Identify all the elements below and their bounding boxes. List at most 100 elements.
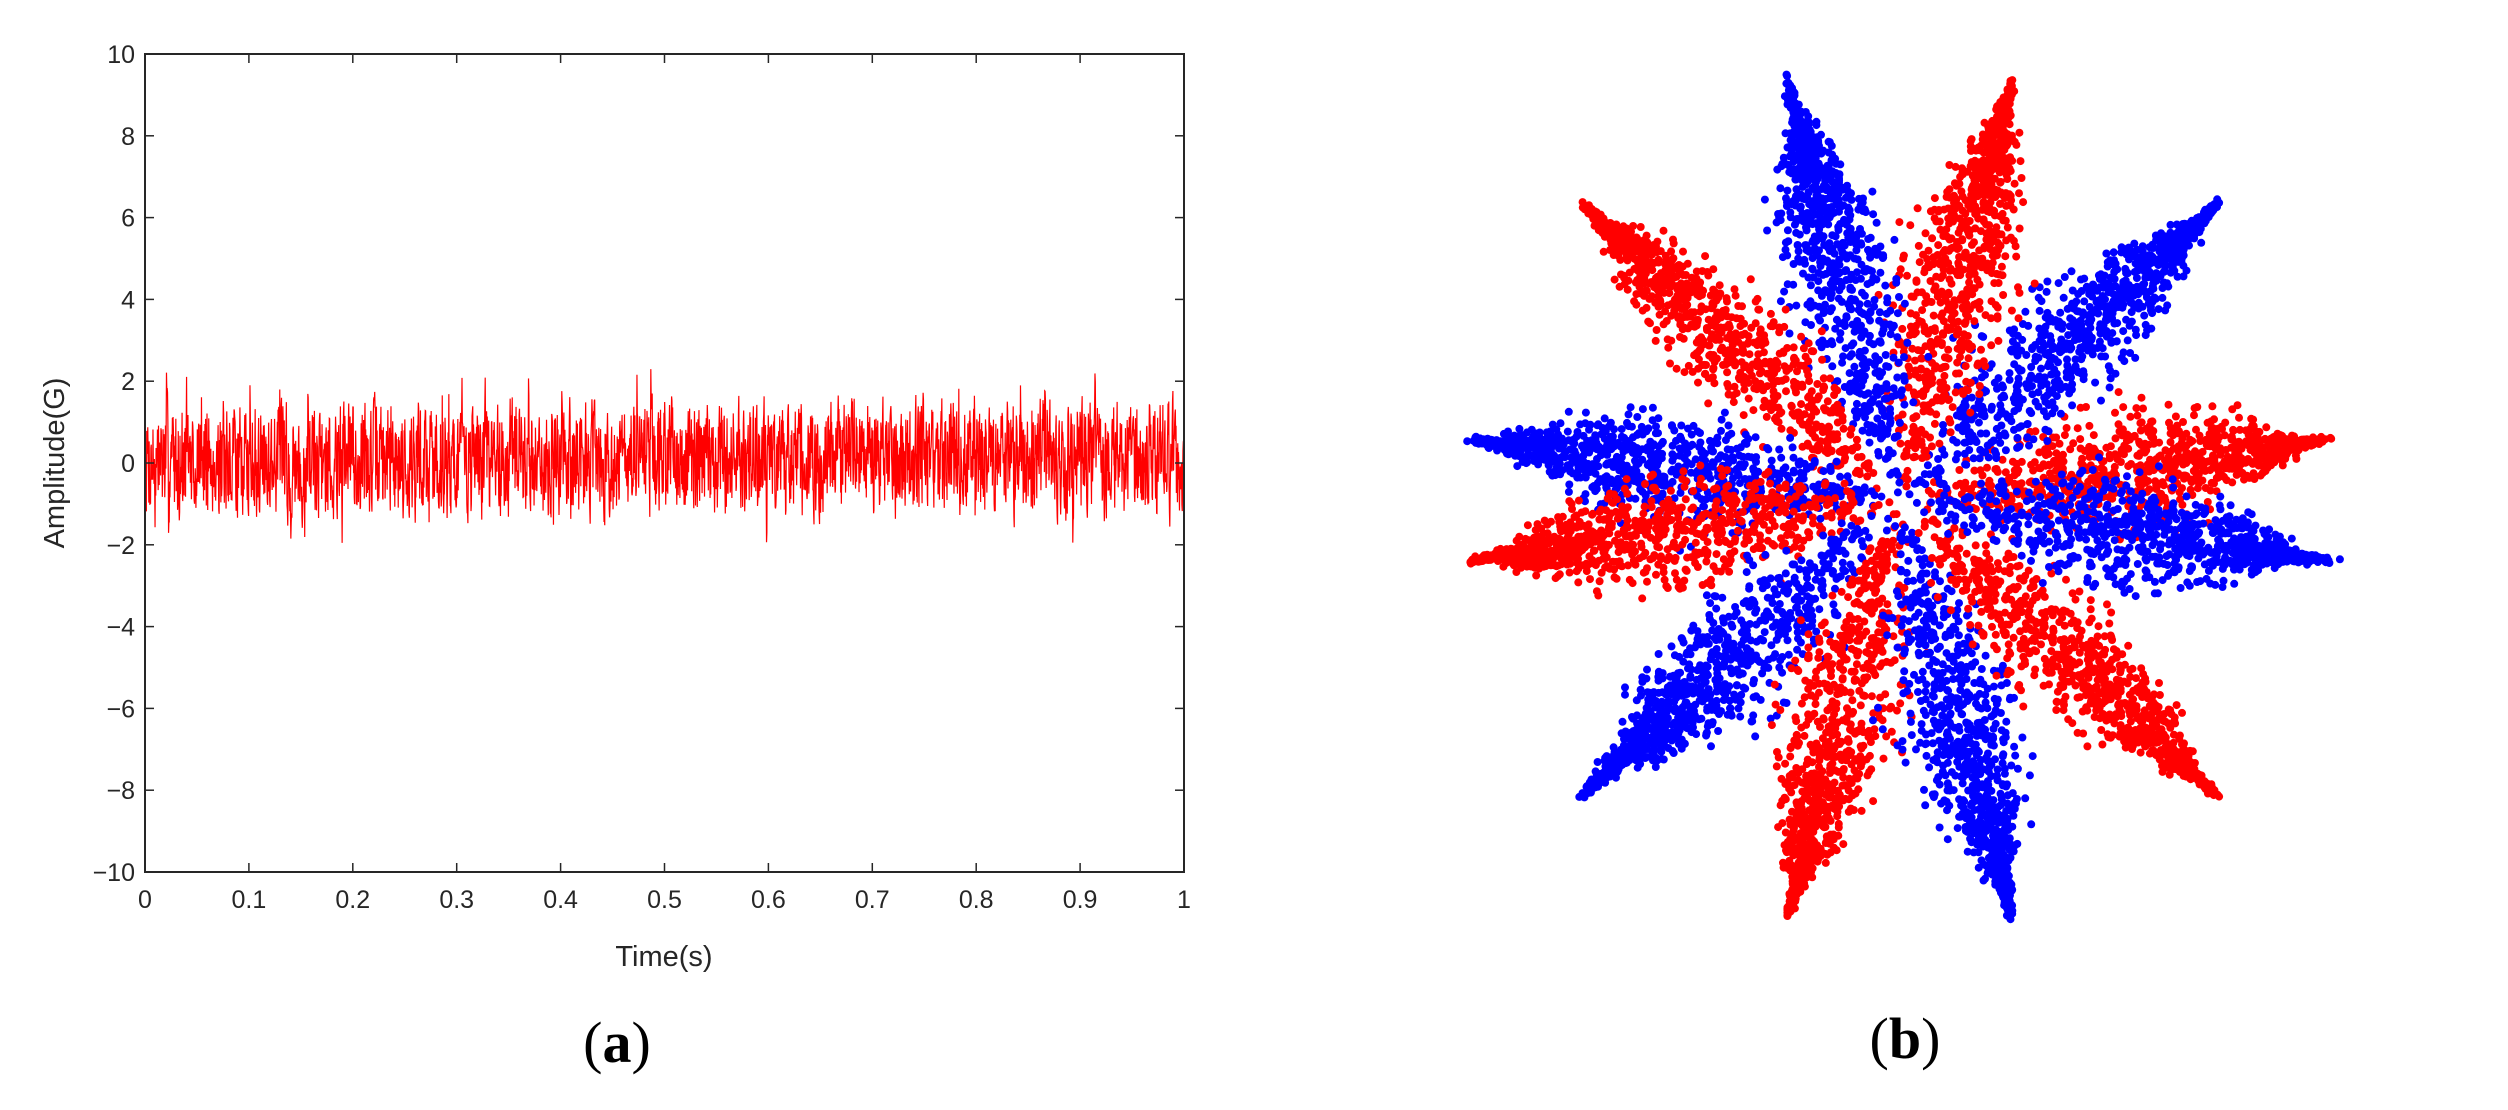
scatter-point bbox=[1826, 374, 1835, 383]
scatter-point bbox=[2273, 447, 2282, 456]
scatter-point bbox=[2034, 353, 2043, 362]
scatter-point bbox=[1722, 294, 1731, 303]
scatter-point bbox=[1897, 391, 1905, 400]
scatter-point bbox=[2080, 447, 2089, 455]
scatter-point bbox=[1902, 446, 1911, 455]
scatter-point bbox=[1804, 177, 1813, 185]
scatter-point bbox=[1814, 286, 1823, 295]
scatter-point bbox=[2125, 321, 2134, 330]
scatter-point bbox=[1599, 247, 1608, 256]
scatter-point bbox=[2014, 283, 2022, 292]
scatter-point bbox=[1664, 343, 1673, 352]
scatter-point bbox=[1781, 305, 1790, 314]
scatter-point bbox=[1666, 359, 1674, 368]
scatter-point bbox=[1683, 300, 1692, 309]
scatter-point bbox=[1663, 335, 1672, 344]
scatter-point bbox=[2220, 431, 2229, 440]
scatter-point bbox=[1939, 391, 1948, 400]
scatter-point bbox=[2144, 477, 2152, 485]
scatter-point bbox=[1787, 88, 1796, 97]
scatter-point bbox=[1997, 161, 2006, 169]
scatter-point bbox=[1712, 313, 1721, 322]
scatter-point bbox=[1996, 177, 2005, 186]
scatter-point bbox=[2098, 292, 2107, 300]
scatter-point bbox=[1821, 208, 1830, 217]
scatter-point bbox=[2162, 458, 2171, 467]
scatter-point bbox=[2077, 459, 2086, 468]
y-tick-label: 6 bbox=[121, 205, 135, 233]
scatter-point bbox=[1681, 271, 1690, 279]
scatter-point bbox=[1753, 341, 1762, 350]
scatter-point bbox=[2006, 497, 2015, 506]
scatter-point bbox=[1857, 452, 1866, 461]
scatter-point bbox=[2068, 380, 2077, 389]
scatter-point bbox=[1867, 421, 1875, 430]
scatter-point bbox=[2041, 425, 2050, 434]
scatter-point bbox=[2163, 248, 2171, 257]
scatter-point bbox=[2166, 220, 2175, 229]
scatter-point bbox=[2091, 478, 2100, 487]
scatter-point bbox=[1863, 472, 1872, 481]
scatter-point bbox=[2102, 443, 2111, 452]
scatter-point bbox=[1836, 472, 1845, 481]
scatter-point bbox=[2177, 438, 2186, 447]
scatter-point bbox=[1665, 289, 1674, 298]
scatter-point bbox=[1811, 433, 1820, 442]
scatter-point bbox=[2027, 371, 2036, 380]
scatter-point bbox=[2208, 454, 2217, 463]
scatter-point bbox=[2288, 431, 2296, 440]
scatter-point bbox=[1895, 418, 1904, 427]
x-tick-label: 0.8 bbox=[959, 886, 994, 914]
scatter-point bbox=[1865, 438, 1874, 447]
scatter-point bbox=[1960, 253, 1969, 262]
scatter-point bbox=[1886, 418, 1895, 427]
scatter-point bbox=[2044, 348, 2053, 357]
scatter-point bbox=[2180, 459, 2189, 467]
scatter-point bbox=[1858, 288, 1866, 297]
scatter-point bbox=[2054, 358, 2062, 367]
scatter-point bbox=[2142, 272, 2151, 281]
scatter-point bbox=[1623, 285, 1632, 294]
scatter-point bbox=[1990, 378, 1999, 387]
scatter-point bbox=[1999, 104, 2008, 113]
scatter-point bbox=[1694, 378, 1702, 387]
scatter-point bbox=[2007, 306, 2016, 315]
scatter-point bbox=[2030, 279, 2039, 288]
scatter-point bbox=[1679, 247, 1687, 256]
scatter-point bbox=[2088, 350, 2097, 359]
scatter-point bbox=[2055, 317, 2064, 326]
scatter-point bbox=[1695, 283, 1704, 292]
scatter-point bbox=[1994, 336, 2003, 345]
scatter-point bbox=[1981, 362, 1990, 371]
scatter-point bbox=[1896, 265, 1905, 274]
scatter-point bbox=[1962, 460, 1971, 469]
scatter-point bbox=[1819, 306, 1828, 315]
scatter-point bbox=[1801, 108, 1810, 116]
scatter-point bbox=[2005, 375, 2014, 384]
scatter-point bbox=[1986, 239, 1995, 248]
scatter-point bbox=[1952, 330, 1961, 339]
scatter-point bbox=[2183, 229, 2192, 238]
scatter-point bbox=[1739, 411, 1748, 420]
scatter-point bbox=[2117, 445, 2126, 454]
scatter-point bbox=[2245, 457, 2254, 466]
scatter-point bbox=[1920, 405, 1929, 414]
scatter-point bbox=[1999, 93, 2008, 102]
scatter-point bbox=[1724, 421, 1733, 430]
scatter-point bbox=[1629, 222, 1638, 230]
scatter-point bbox=[2126, 412, 2135, 421]
scatter-point bbox=[1977, 162, 1986, 171]
scatter-point bbox=[1864, 245, 1872, 254]
scatter-point bbox=[1985, 227, 1994, 236]
scatter-point bbox=[2005, 369, 2014, 378]
scatter-point bbox=[1818, 234, 1827, 243]
scatter-point bbox=[1892, 278, 1901, 287]
scatter-point bbox=[1721, 323, 1729, 332]
scatter-point bbox=[1759, 348, 1768, 357]
scatter-point bbox=[2043, 308, 2052, 317]
scatter-point bbox=[2148, 282, 2157, 291]
scatter-point bbox=[2228, 454, 2237, 463]
scatter-point bbox=[2129, 291, 2138, 300]
scatter-point bbox=[1766, 309, 1775, 318]
scatter-point bbox=[2176, 226, 2185, 235]
